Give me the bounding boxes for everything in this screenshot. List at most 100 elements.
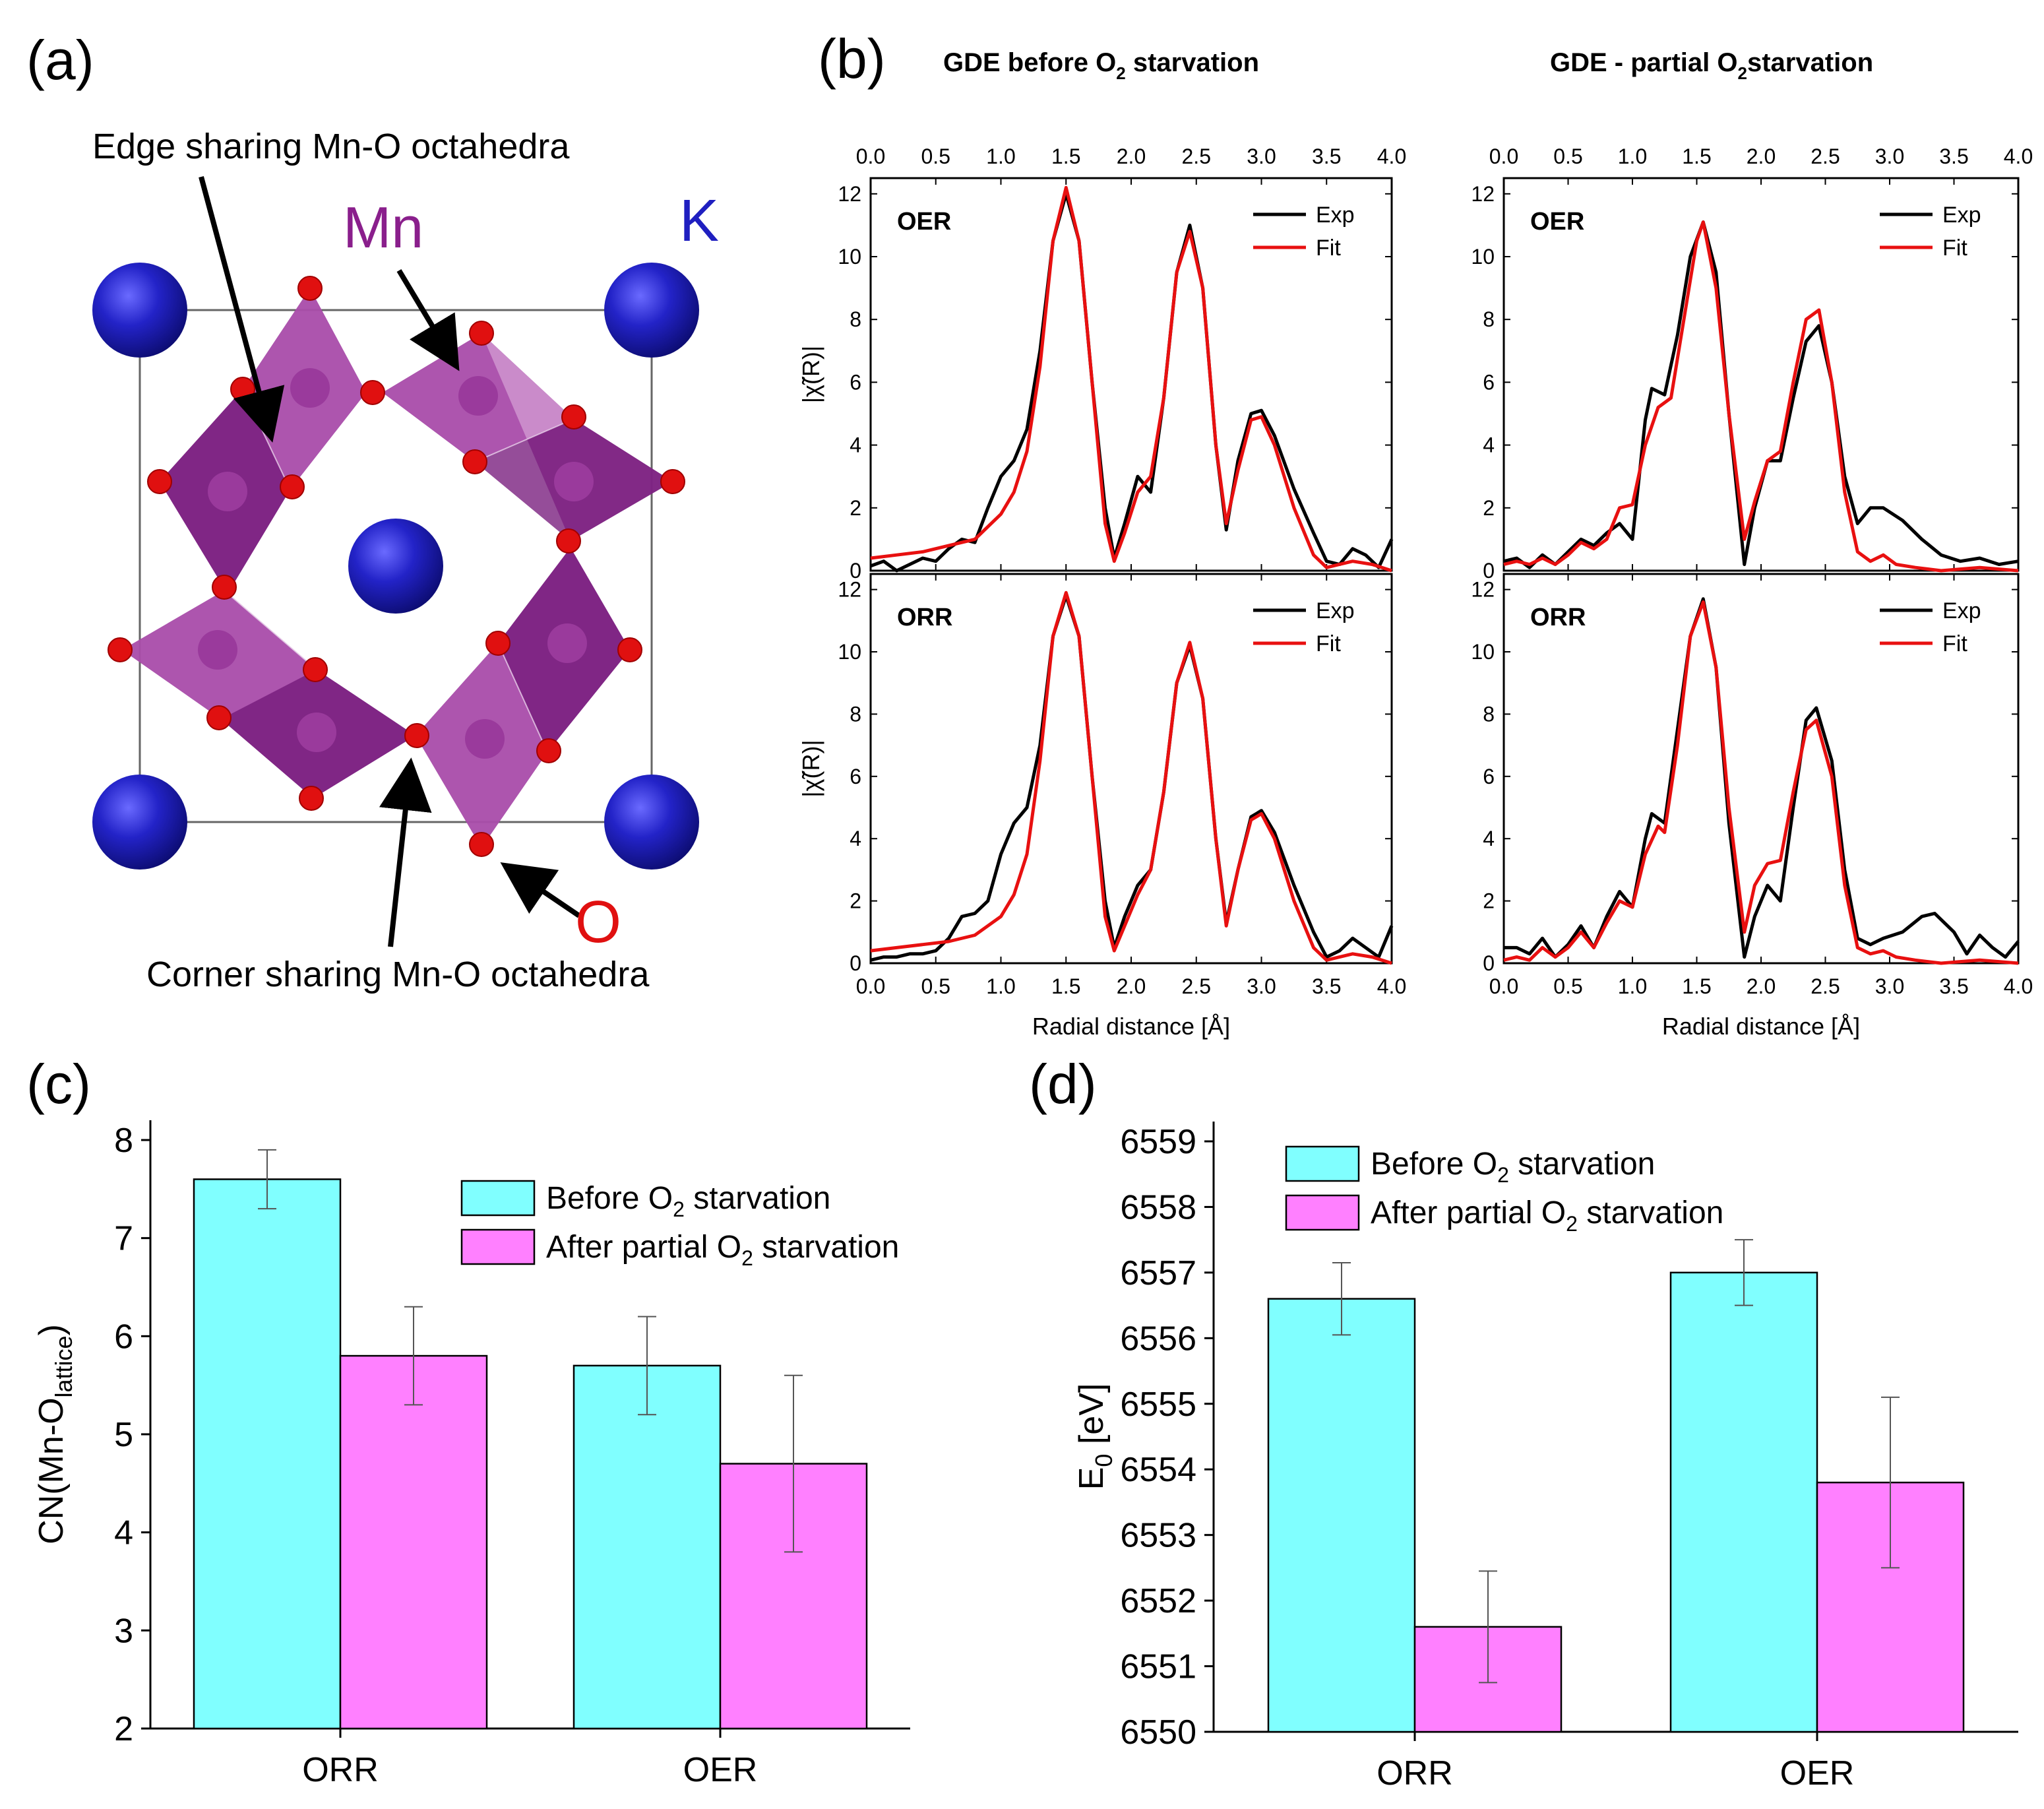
o-atoms — [108, 276, 685, 857]
o-atom — [280, 474, 305, 499]
x-tick-label: 3.0 — [1247, 974, 1276, 998]
fit-line — [1503, 220, 2019, 573]
legend-label-pre: Before O — [546, 1181, 673, 1216]
o-atom — [617, 637, 642, 662]
o-atom — [469, 321, 494, 346]
crystal-structure: Edge sharing Mn-O octahedra Mn K Corner … — [92, 127, 719, 994]
y-tick-label: 6 — [1483, 765, 1495, 788]
panel-label-d: (d) — [1029, 1053, 1097, 1115]
y-tick-label: 6 — [850, 765, 861, 788]
fit-line — [1503, 600, 2019, 965]
legend-swatch — [460, 1180, 536, 1217]
legend-swatch — [460, 1228, 536, 1265]
o-atom — [469, 832, 494, 857]
y-axis-title-sub: lattice — [50, 1335, 77, 1397]
y-tick-label: 12 — [1471, 578, 1495, 602]
y-tick-label: 6 — [114, 1317, 133, 1356]
x-tick-label: 1.0 — [1618, 974, 1647, 998]
y-axis-title: CN(Mn-Olattice) — [32, 1324, 77, 1544]
x-tick-label: 3.0 — [1247, 144, 1276, 168]
x-tick-label: 2.0 — [1747, 144, 1776, 168]
fit-line — [870, 590, 1392, 965]
o-atom — [299, 786, 324, 811]
o-atom — [230, 377, 255, 402]
legend-label-sub: 2 — [673, 1197, 685, 1221]
legend-label-exp: Exp — [1316, 598, 1355, 623]
exafs-subplot: 0.0 0.5 1.0 1.5 2.0 2.5 3.0 3.5 4.0 0 2 4 6 8 10 12 OER E… — [1471, 144, 2033, 583]
y-tick-label: 10 — [838, 245, 861, 269]
legend-label-pre: After partial O — [546, 1230, 741, 1265]
x-tick-label: 3.5 — [1939, 144, 1968, 168]
x-tick-label: 1.5 — [1051, 144, 1080, 168]
o-arrow — [500, 862, 581, 918]
legend-label: After partial O2 starvation — [546, 1230, 899, 1270]
x-tick-label: 1.0 — [1618, 144, 1647, 168]
legend-label-pre: After partial O — [1371, 1195, 1566, 1230]
x-tick-label: 1.5 — [1682, 144, 1711, 168]
y-tick-label: 6555 — [1120, 1385, 1196, 1424]
exp-line — [1504, 597, 2020, 959]
y-tick-label: 2 — [114, 1710, 133, 1748]
y-tick-label: 0 — [850, 559, 861, 583]
unit-cell-box — [139, 309, 653, 823]
exp-line — [1503, 220, 2019, 569]
reaction-label: ORR — [1530, 604, 1586, 631]
subtitle-left-sub: 2 — [1116, 63, 1125, 83]
legend-label-sub: 2 — [741, 1246, 753, 1270]
o-atom — [485, 631, 511, 656]
y-tick-label: 4 — [114, 1514, 133, 1552]
y-tick-label: 6550 — [1120, 1713, 1196, 1752]
o-atom — [462, 449, 487, 474]
y-tick-label: 2 — [850, 889, 861, 913]
subtitle-left-pre: GDE before O — [943, 48, 1116, 77]
corner-sharing-label: Corner sharing Mn-O octahedra — [146, 955, 650, 994]
y-tick-label: 7 — [114, 1220, 133, 1258]
k-atom — [92, 775, 187, 870]
reaction-label: OER — [897, 208, 951, 236]
y-tick-label: 4 — [850, 827, 861, 850]
x-tick-label: 0.0 — [856, 144, 885, 168]
bar — [193, 1178, 342, 1730]
exafs-panels: GDE before O2 starvation GDE - partial O… — [797, 48, 2033, 1040]
category-label: ORR — [302, 1751, 379, 1789]
legend-swatch — [1285, 1145, 1360, 1182]
y-tick-label: 3 — [114, 1612, 133, 1650]
y-tick-label: 4 — [850, 433, 861, 457]
x-tick-label: 2.0 — [1117, 144, 1146, 168]
y-tick-label: 6558 — [1120, 1188, 1196, 1226]
k-atom — [92, 263, 187, 358]
y-axis-title: |χ̃(R)| — [797, 346, 824, 404]
legend-label-sub: 2 — [1497, 1163, 1509, 1187]
y-tick-label: 6559 — [1120, 1123, 1196, 1161]
k-atom — [604, 263, 699, 358]
subtitle-right-post: starvation — [1747, 48, 1873, 77]
y-axis-title-main: E — [1072, 1467, 1111, 1490]
y-axis-title-sub: 0 — [1090, 1454, 1117, 1467]
k-atom — [348, 519, 443, 614]
y-tick-label: 0 — [1483, 559, 1495, 583]
y-tick-label: 6551 — [1120, 1648, 1196, 1686]
mn-atom — [547, 623, 587, 663]
x-axis-title: Radial distance [Å] — [1032, 1013, 1230, 1040]
o-atom — [212, 575, 237, 600]
legend-label-post: starvation — [753, 1230, 899, 1265]
mn-atoms — [198, 368, 594, 759]
y-axis-title-close: ) — [32, 1324, 71, 1335]
y-tick-label: 10 — [1471, 640, 1495, 664]
y-tick-label: 5 — [114, 1416, 133, 1454]
x-tick-label: 1.5 — [1051, 974, 1080, 998]
legend-label-post: starvation — [1509, 1147, 1655, 1182]
mn-atom — [554, 462, 594, 501]
y-tick-label: 2 — [1483, 496, 1495, 520]
reaction-label: OER — [1530, 208, 1584, 236]
exafs-subplot: 0.0 0.5 1.0 1.5 2.0 2.5 3.0 3.5 4.0 0 2 4 6 8 10 12 Radi… — [1471, 573, 2033, 1040]
mn-atom — [458, 376, 498, 416]
panel-label-b: (b) — [818, 28, 886, 90]
bar — [1267, 1298, 1416, 1733]
subtitle-right-pre: GDE - partial O — [1550, 48, 1738, 77]
y-axis-title: E0 [eV] — [1072, 1383, 1117, 1490]
edge-sharing-label: Edge sharing Mn-O octahedra — [92, 127, 570, 166]
o-atom — [404, 723, 429, 748]
o-atom — [660, 469, 685, 494]
x-tick-label: 4.0 — [2004, 974, 2033, 998]
